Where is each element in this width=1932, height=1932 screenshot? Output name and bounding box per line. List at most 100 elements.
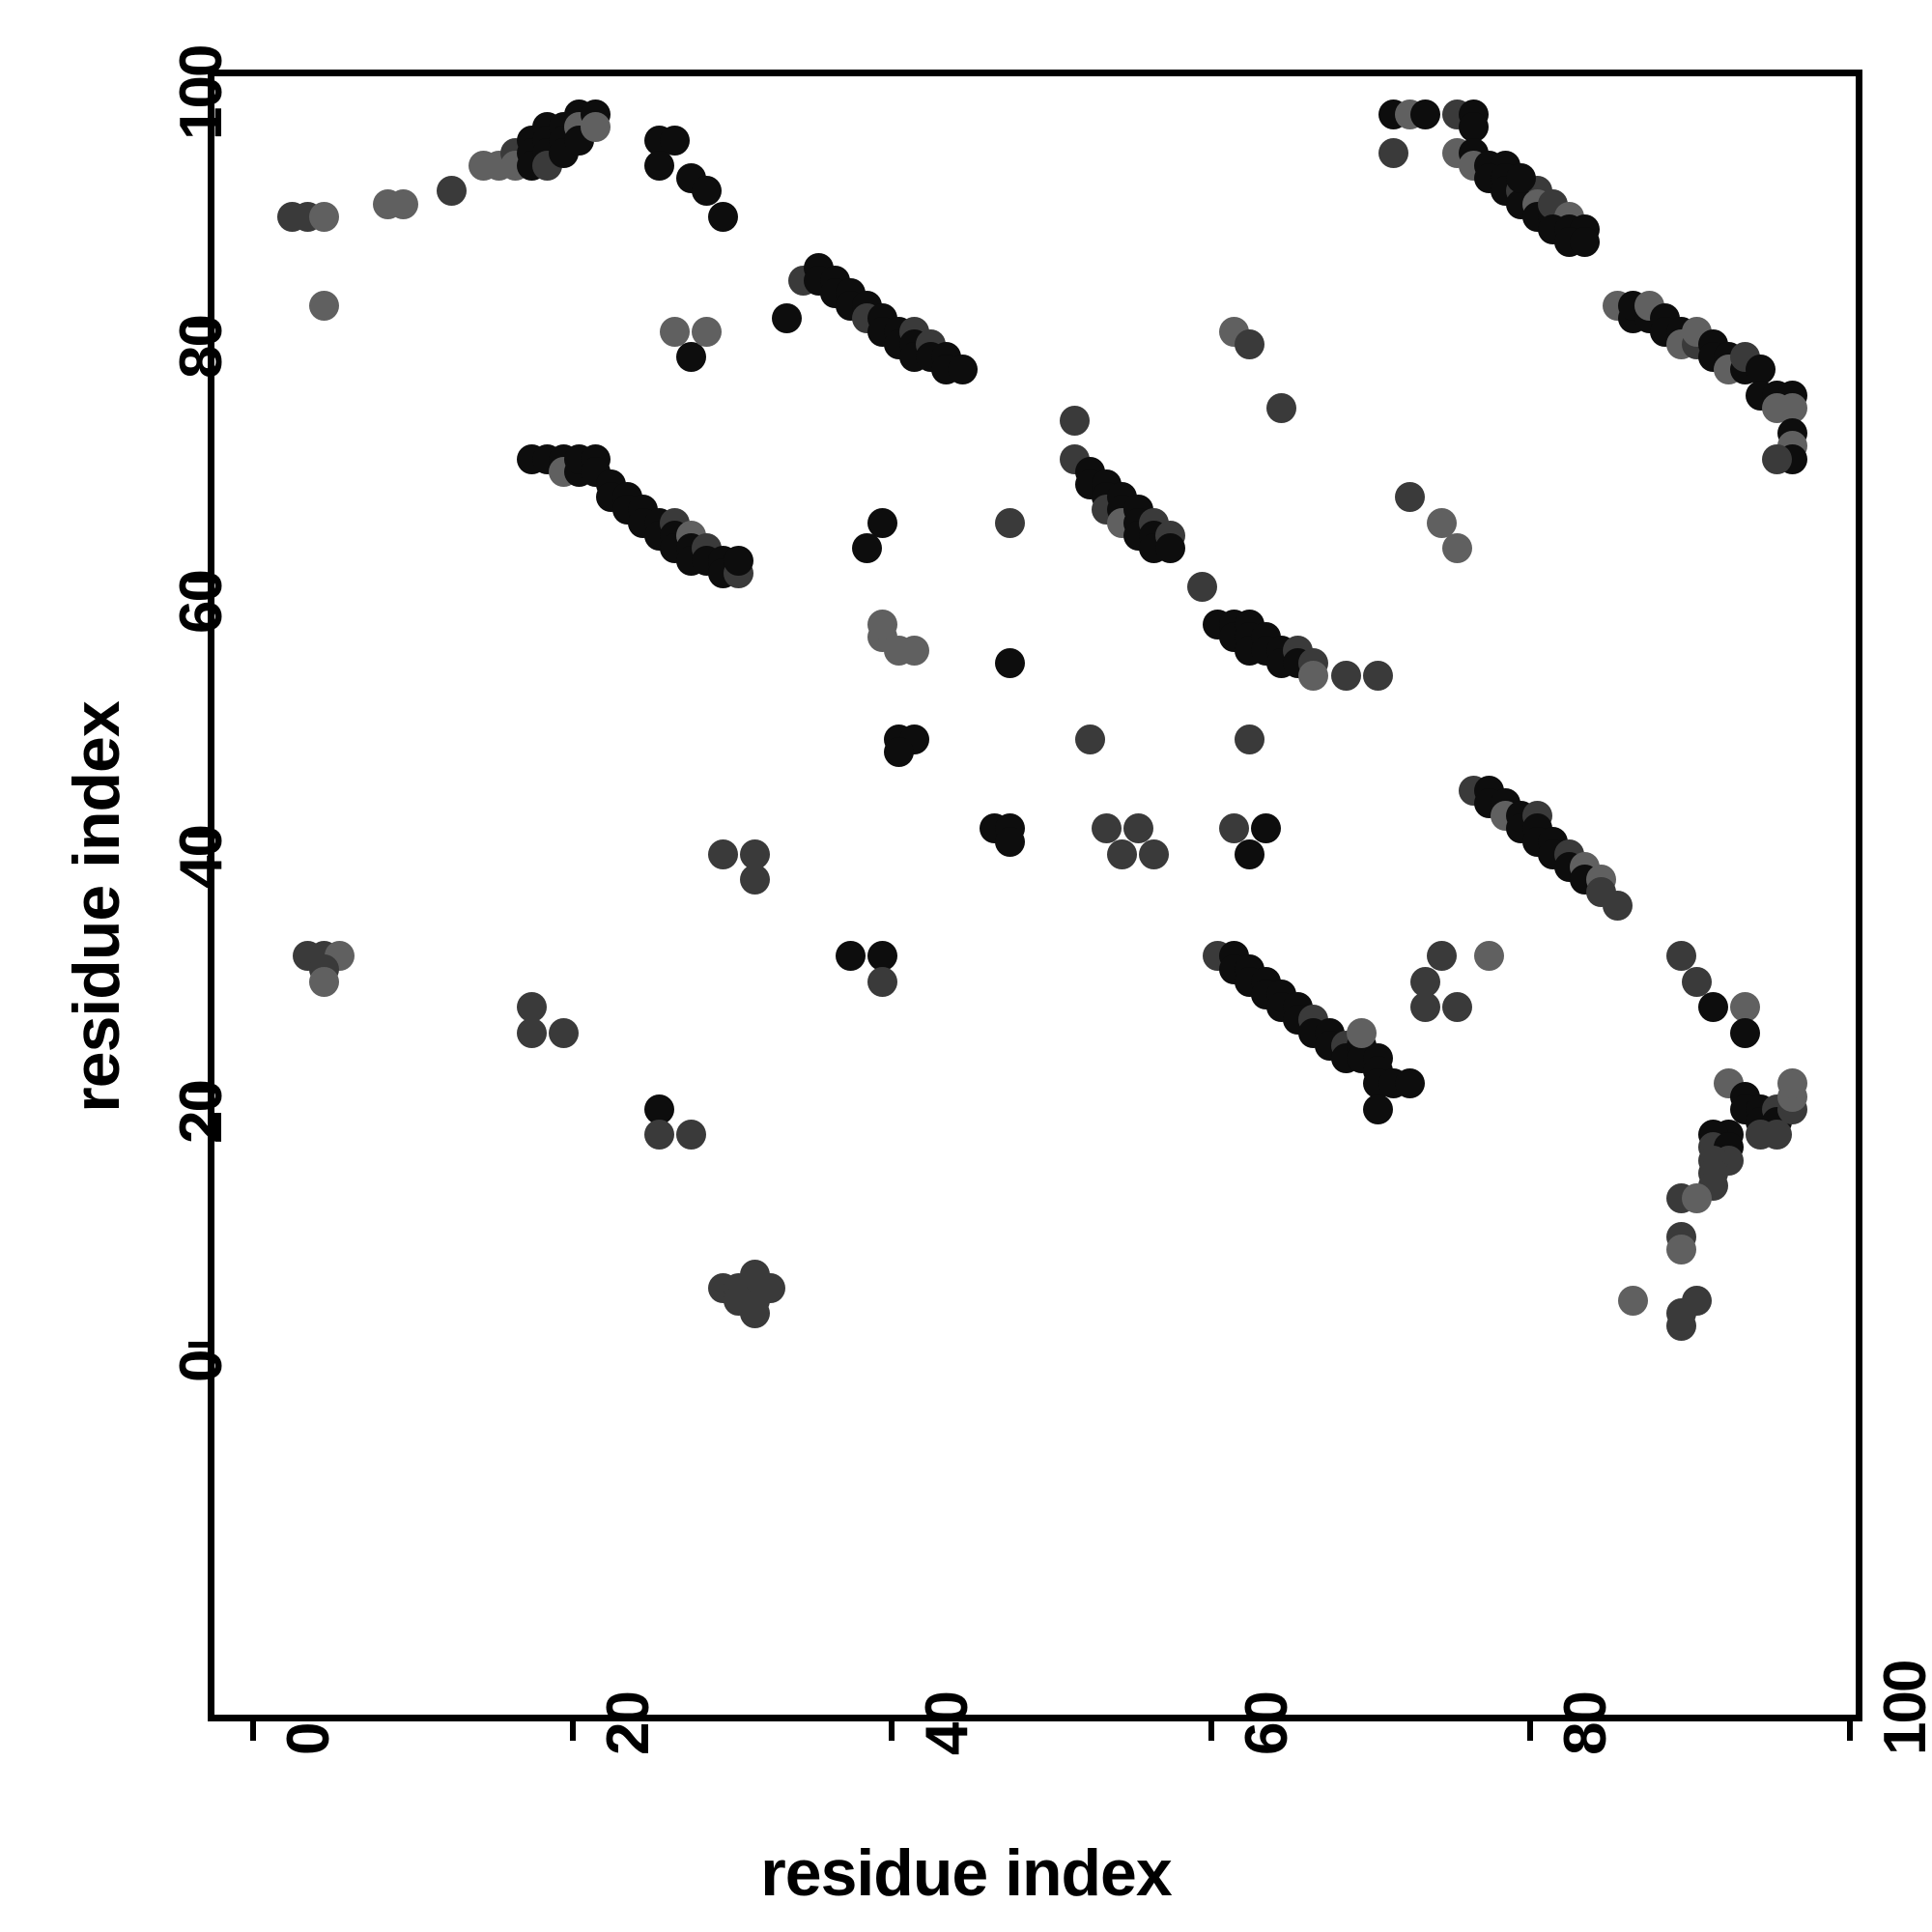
- scatter-point: [1682, 1285, 1713, 1316]
- scatter-point: [1235, 724, 1265, 754]
- x-tick-label: 80: [1552, 1692, 1620, 1755]
- x-tick-label: 40: [914, 1692, 981, 1755]
- y-tick-label: 20: [168, 1081, 235, 1144]
- scatter-point: [675, 341, 706, 372]
- x-tick-mark: [250, 1721, 256, 1741]
- x-tick-mark: [1527, 1721, 1534, 1741]
- scatter-point: [1394, 1068, 1425, 1099]
- scatter-point: [643, 150, 674, 181]
- scatter-point: [995, 507, 1026, 538]
- scatter-point: [836, 941, 867, 972]
- y-axis-title: residue index: [60, 701, 133, 1113]
- scatter-point: [1235, 328, 1265, 359]
- scatter-point: [1091, 813, 1122, 844]
- scatter-point: [1746, 355, 1776, 385]
- y-tick-label: 80: [168, 316, 235, 379]
- y-tick-label: 40: [168, 826, 235, 889]
- x-tick-label: 60: [1233, 1692, 1300, 1755]
- scatter-point: [724, 546, 754, 577]
- scatter-point: [867, 507, 898, 538]
- y-tick-mark: [188, 1087, 208, 1093]
- x-tick-mark: [889, 1721, 895, 1741]
- x-tick-label: 20: [594, 1692, 662, 1755]
- scatter-point: [1682, 966, 1713, 997]
- scatter-point: [1107, 838, 1138, 869]
- y-tick-mark: [188, 1342, 208, 1348]
- y-tick-label: 60: [168, 571, 235, 634]
- y-tick-mark: [188, 67, 208, 72]
- scatter-point: [1761, 443, 1792, 474]
- scatter-point: [643, 1120, 674, 1151]
- scatter-point: [308, 201, 339, 232]
- scatter-point: [1746, 1120, 1776, 1151]
- scatter-point: [1362, 1094, 1393, 1124]
- scatter-point: [1410, 992, 1441, 1023]
- scatter-point: [1426, 507, 1457, 538]
- scatter-point: [1139, 838, 1170, 869]
- scatter-point: [1410, 966, 1441, 997]
- scatter-point: [1777, 1068, 1808, 1099]
- scatter-point: [1665, 1234, 1696, 1264]
- scatter-point: [436, 176, 467, 207]
- scatter-point: [739, 838, 770, 869]
- scatter-point: [1665, 941, 1696, 972]
- scatter-point: [1330, 660, 1361, 691]
- scatter-points-layer: [214, 76, 1856, 1715]
- x-tick-mark: [569, 1721, 576, 1741]
- scatter-point: [739, 865, 770, 895]
- scatter-point: [1442, 992, 1473, 1023]
- scatter-point: [1729, 992, 1760, 1023]
- scatter-point: [995, 826, 1026, 857]
- scatter-point: [675, 1120, 706, 1151]
- scatter-point: [388, 188, 419, 219]
- scatter-point: [771, 303, 802, 334]
- scatter-point: [707, 201, 738, 232]
- scatter-point: [1362, 660, 1393, 691]
- scatter-point: [1410, 99, 1441, 130]
- scatter-point: [1298, 660, 1329, 691]
- scatter-point: [883, 737, 914, 768]
- scatter-point: [1474, 941, 1505, 972]
- scatter-point: [660, 125, 691, 156]
- y-tick-label: 100: [168, 45, 235, 140]
- scatter-point: [1059, 405, 1090, 436]
- scatter-point: [755, 1272, 786, 1303]
- y-tick-label: 0: [168, 1350, 235, 1382]
- scatter-point: [1122, 813, 1153, 844]
- scatter-point: [1378, 137, 1409, 168]
- scatter-point: [1777, 392, 1808, 423]
- scatter-point: [1154, 532, 1185, 563]
- y-tick-mark: [188, 322, 208, 327]
- scatter-point: [1602, 890, 1633, 921]
- scatter-point: [1682, 1183, 1713, 1214]
- scatter-point: [580, 112, 611, 143]
- scatter-point: [899, 635, 930, 666]
- y-tick-mark: [188, 832, 208, 838]
- scatter-point: [867, 941, 898, 972]
- scatter-point: [1697, 992, 1728, 1023]
- scatter-point: [1266, 392, 1297, 423]
- scatter-point: [1442, 532, 1473, 563]
- scatter-point: [1618, 1285, 1649, 1316]
- scatter-point: [707, 838, 738, 869]
- x-tick-mark: [1208, 1721, 1214, 1741]
- scatter-point: [1218, 813, 1249, 844]
- y-tick-mark: [188, 577, 208, 582]
- scatter-point: [1458, 112, 1489, 143]
- plot-area: [208, 70, 1862, 1721]
- scatter-point: [1570, 227, 1601, 258]
- scatter-point: [1426, 941, 1457, 972]
- scatter-point: [660, 316, 691, 347]
- scatter-point: [692, 316, 723, 347]
- scatter-point: [516, 992, 547, 1023]
- scatter-point: [851, 532, 882, 563]
- scatter-point: [516, 1017, 547, 1048]
- scatter-point: [308, 966, 339, 997]
- scatter-point: [1729, 1017, 1760, 1048]
- scatter-point: [1347, 1017, 1378, 1048]
- scatter-point: [867, 966, 898, 997]
- scatter-point: [308, 291, 339, 322]
- scatter-point: [867, 610, 898, 640]
- scatter-point: [692, 176, 723, 207]
